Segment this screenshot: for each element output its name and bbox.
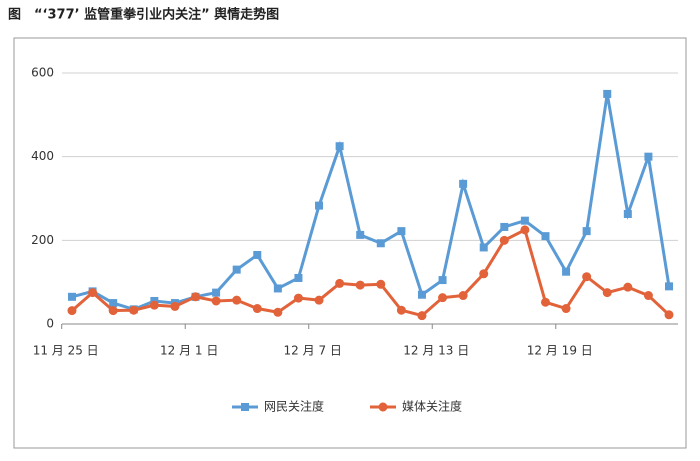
marker [561,304,571,314]
marker [212,288,221,297]
marker [232,295,242,305]
marker [376,279,386,289]
marker [335,278,345,288]
marker [273,307,283,317]
marker [520,216,529,225]
series-line [71,93,671,311]
marker [108,306,118,316]
y-tick-label: 200 [31,233,54,247]
marker [602,288,612,298]
chart-title: 图 “‘377’ 监管重拳引业内关注” 舆情走势图 [8,7,279,23]
marker [459,179,468,188]
y-tick-label: 400 [31,149,54,163]
marker [294,273,303,282]
marker [540,297,550,307]
marker [355,280,365,290]
marker [520,225,530,235]
marker [315,201,324,210]
marker [541,232,550,241]
legend-marker [241,403,249,411]
marker [479,243,488,252]
marker [252,304,262,314]
marker [582,227,591,236]
marker [376,239,385,248]
y-tick-label: 0 [46,317,54,331]
marker [170,301,180,311]
marker [582,272,592,282]
marker [211,296,221,306]
marker [665,282,673,291]
legend-label: 媒体关注度 [402,399,462,414]
marker [643,291,653,301]
marker [623,282,633,292]
marker [273,284,282,293]
marker [499,235,509,245]
marker [293,293,303,303]
marker [67,306,77,316]
marker [356,230,365,239]
marker [335,142,344,151]
marker [438,293,448,303]
marker [109,299,118,308]
marker [253,250,262,259]
legend-marker [378,402,388,412]
marker [88,288,98,298]
y-tick-label: 600 [31,66,54,80]
marker [644,152,653,161]
chart-frame [13,37,687,449]
marker [458,291,468,301]
marker [149,300,159,310]
marker [232,265,241,274]
marker [129,305,139,315]
x-tick-label: 12 月 7 日 [284,344,342,358]
marker [562,267,571,276]
marker [479,269,489,279]
marker [623,209,632,218]
marker [417,290,426,299]
marker [68,292,76,301]
marker [397,227,406,236]
marker [603,89,612,98]
marker [396,305,406,315]
x-tick-label: 12 月 1 日 [160,344,218,358]
marker [500,222,509,231]
x-tick-label: 11 月 25 日 [33,344,99,358]
x-tick-label: 12 月 19 日 [527,344,593,358]
marker [438,276,447,285]
legend-label: 网民关注度 [264,399,324,414]
marker [417,311,427,321]
marker [664,310,674,320]
marker [314,295,324,305]
x-tick-label: 12 月 13 日 [403,344,469,358]
marker [191,292,201,302]
